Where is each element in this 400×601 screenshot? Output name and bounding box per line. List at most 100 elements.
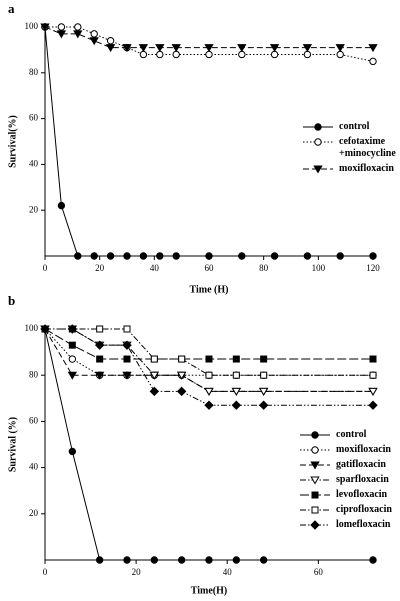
marker xyxy=(122,44,132,53)
marker xyxy=(172,252,180,260)
series-line xyxy=(44,328,373,376)
marker xyxy=(176,371,187,380)
marker xyxy=(178,355,186,363)
marker xyxy=(258,387,269,396)
legend-label: moxifloxacin xyxy=(336,444,391,455)
marker xyxy=(237,44,247,53)
y-tick-label: 100 xyxy=(25,21,39,31)
marker xyxy=(204,44,214,53)
marker xyxy=(368,400,378,410)
marker xyxy=(155,44,165,53)
marker xyxy=(67,371,78,380)
legend-marker xyxy=(311,431,319,439)
marker xyxy=(156,252,164,260)
marker xyxy=(369,556,377,564)
legend-label: cefotaxime +minocycline xyxy=(339,136,396,159)
series-line xyxy=(45,328,373,376)
x-tick-label: 20 xyxy=(95,263,105,273)
legend-marker xyxy=(313,165,323,174)
legend: control cefotaxime +minocycline moxifloxac… xyxy=(339,121,400,175)
marker xyxy=(94,371,105,380)
x-tick-label: 60 xyxy=(205,263,215,273)
marker xyxy=(150,355,158,363)
marker xyxy=(303,252,312,260)
marker xyxy=(123,325,131,333)
y-tick-label: 80 xyxy=(29,369,39,379)
marker xyxy=(238,50,246,59)
marker xyxy=(67,324,78,334)
legend-marker xyxy=(310,520,320,530)
marker xyxy=(139,50,148,59)
marker xyxy=(138,44,149,53)
marker xyxy=(40,23,50,32)
marker xyxy=(335,44,345,53)
marker xyxy=(96,355,104,363)
marker xyxy=(369,252,377,260)
marker xyxy=(270,252,279,260)
panel-label: b xyxy=(8,293,15,308)
legend: control moxifloxacin gatifloxacin sparfloxa… xyxy=(336,429,400,531)
series-line xyxy=(45,328,373,406)
marker xyxy=(122,340,132,350)
marker xyxy=(177,556,186,564)
legend-label: control xyxy=(336,429,367,440)
series-line xyxy=(44,26,373,257)
x-tick-label: 120 xyxy=(366,263,380,273)
marker xyxy=(94,340,105,350)
marker xyxy=(302,44,313,53)
legend-label: moxifloxacin xyxy=(339,163,394,174)
marker xyxy=(68,355,77,363)
x-tick-label: 80 xyxy=(259,263,269,273)
marker xyxy=(231,387,242,396)
marker xyxy=(269,44,280,53)
marker xyxy=(73,30,83,39)
legend-marker xyxy=(314,123,322,131)
x-tick-label: 40 xyxy=(150,263,160,273)
legend-label: sparfloxacin xyxy=(336,474,389,485)
series-line xyxy=(45,328,373,392)
marker xyxy=(336,252,344,260)
marker xyxy=(89,37,99,46)
marker xyxy=(95,556,104,564)
marker xyxy=(171,44,181,53)
y-axis-label: Survival(%) xyxy=(7,115,18,168)
marker xyxy=(123,556,131,564)
marker xyxy=(232,556,241,564)
marker xyxy=(204,400,214,410)
marker xyxy=(336,50,344,59)
y-tick-label: 100 xyxy=(25,323,39,333)
legend-label: lomefloxacin xyxy=(336,519,391,530)
x-axis-label: Time(H) xyxy=(191,585,227,596)
x-tick-label: 100 xyxy=(312,263,326,273)
marker xyxy=(90,252,98,260)
marker xyxy=(122,371,132,380)
marker xyxy=(74,23,82,31)
marker xyxy=(150,556,159,564)
marker xyxy=(369,355,377,363)
x-axis-label: Time (H) xyxy=(190,284,229,295)
marker xyxy=(68,447,77,456)
legend-marker xyxy=(311,446,319,454)
y-tick-label: 80 xyxy=(29,67,39,77)
marker xyxy=(204,387,214,396)
marker xyxy=(258,400,269,410)
marker xyxy=(270,50,279,59)
series-line xyxy=(44,328,373,360)
marker xyxy=(105,44,116,53)
marker xyxy=(176,386,187,397)
x-tick-label: 40 xyxy=(223,567,233,577)
y-tick-label: 40 xyxy=(29,462,39,472)
legend-marker xyxy=(310,461,320,470)
marker xyxy=(232,371,240,379)
marker xyxy=(149,386,160,397)
legend-label: levofloxacin xyxy=(336,489,388,500)
marker xyxy=(96,325,104,333)
marker xyxy=(106,252,115,260)
legend-marker xyxy=(311,491,319,499)
marker xyxy=(56,30,67,39)
legend-marker xyxy=(310,476,320,485)
marker xyxy=(68,341,76,349)
marker xyxy=(231,400,242,410)
